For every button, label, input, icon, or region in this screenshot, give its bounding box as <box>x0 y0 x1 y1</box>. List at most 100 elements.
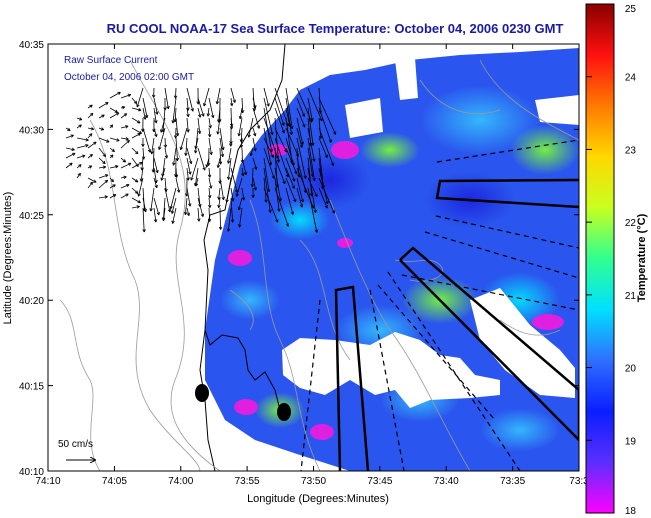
current-vector-head <box>190 108 194 112</box>
current-vector <box>153 97 158 115</box>
land-mass <box>48 44 286 471</box>
current-vector <box>186 167 189 181</box>
current-vector-head <box>138 200 141 203</box>
current-vector <box>285 127 299 157</box>
current-vector <box>158 127 166 150</box>
current-vector <box>153 127 157 137</box>
current-vector-head <box>312 118 314 122</box>
current-vector-head <box>183 211 186 215</box>
current-vector <box>274 137 289 178</box>
current-vector <box>252 107 260 129</box>
current-vector-head <box>112 178 114 182</box>
current-vector <box>239 107 243 119</box>
current-vector-head <box>226 228 229 232</box>
current-vector-head <box>111 124 114 128</box>
current-vector-head <box>151 151 154 155</box>
current-vector <box>197 147 206 171</box>
current-vector-head <box>229 143 232 147</box>
current-vector-head <box>171 120 174 124</box>
current-vector-head <box>198 114 201 118</box>
current-vector-head <box>211 115 214 119</box>
current-vector <box>98 114 105 119</box>
current-vector-head <box>135 100 138 104</box>
current-vector-head <box>285 224 289 227</box>
current-vector <box>252 127 256 137</box>
current-vector <box>164 137 166 148</box>
x-tick-label: 74:00 <box>168 476 193 487</box>
current-vector <box>120 193 129 199</box>
current-vector-head <box>312 178 315 182</box>
current-vector <box>65 162 73 169</box>
current-vector <box>190 157 199 181</box>
current-vector <box>120 113 128 119</box>
current-vector-head <box>197 130 201 134</box>
current-vector-head <box>94 179 97 183</box>
current-vector-head <box>236 193 239 197</box>
current-vector <box>230 87 236 103</box>
current-vector <box>241 167 244 177</box>
current-vector <box>318 187 328 209</box>
current-vector <box>227 207 232 232</box>
current-vector-head <box>151 94 154 98</box>
current-vector-head <box>71 147 75 151</box>
current-vector-head <box>154 185 158 189</box>
current-vector-head <box>301 114 305 117</box>
current-vector-head <box>278 159 281 163</box>
current-vector-head <box>115 165 119 167</box>
current-vector-head <box>237 206 240 210</box>
current-vector <box>195 137 199 149</box>
current-vector-head <box>142 229 145 233</box>
current-vector-head <box>102 165 106 168</box>
current-vector-head <box>318 110 321 114</box>
current-vector-head <box>255 187 257 191</box>
current-vector-head <box>285 174 289 178</box>
current-vector <box>131 177 139 183</box>
colorbar-tick-label: 23 <box>625 145 637 156</box>
sector-box-east <box>435 178 579 209</box>
current-vector-head <box>312 158 315 162</box>
current-vector-head <box>143 156 146 160</box>
current-vector <box>186 157 191 175</box>
current-vector <box>120 137 129 140</box>
current-vector-head <box>284 150 287 153</box>
current-vector <box>131 197 141 204</box>
current-vector-head <box>243 172 247 176</box>
current-vector-head <box>85 138 89 141</box>
current-vector <box>197 197 204 217</box>
depth-contours <box>59 59 579 471</box>
current-vector-head <box>230 143 233 147</box>
colorbar-tick-label: 22 <box>625 218 637 229</box>
current-vector-head <box>241 173 244 177</box>
current-vector-head <box>106 139 110 143</box>
x-tick-label: 73:3 <box>569 476 589 487</box>
current-vector-head <box>79 124 82 128</box>
current-vector <box>208 197 211 208</box>
current-vector-head <box>185 212 188 215</box>
current-vector-head <box>164 155 168 159</box>
current-vector-head <box>113 184 116 188</box>
current-vector-head <box>314 177 316 182</box>
current-vector <box>162 207 166 221</box>
current-vector <box>208 167 211 178</box>
current-vector <box>296 177 304 203</box>
current-vector-head <box>125 125 129 129</box>
current-vector-head <box>255 105 257 109</box>
current-vector <box>263 127 272 166</box>
current-vector <box>76 155 86 159</box>
current-vector <box>307 187 318 233</box>
current-vector-head <box>134 152 139 155</box>
current-vector-head <box>277 208 280 212</box>
y-tick-label: 40:25 <box>19 211 44 222</box>
current-vector <box>109 147 115 152</box>
current-vector-head <box>88 133 93 136</box>
current-vector-head <box>270 132 273 136</box>
current-vector <box>285 177 297 202</box>
current-vector <box>318 167 329 205</box>
current-vector <box>274 97 285 126</box>
sector-box-south <box>334 285 370 471</box>
current-vector-head <box>223 196 225 200</box>
current-vector-head <box>188 171 191 175</box>
current-vector-head <box>208 195 211 199</box>
current-vector-head <box>111 154 114 158</box>
current-vector-head <box>232 219 235 223</box>
